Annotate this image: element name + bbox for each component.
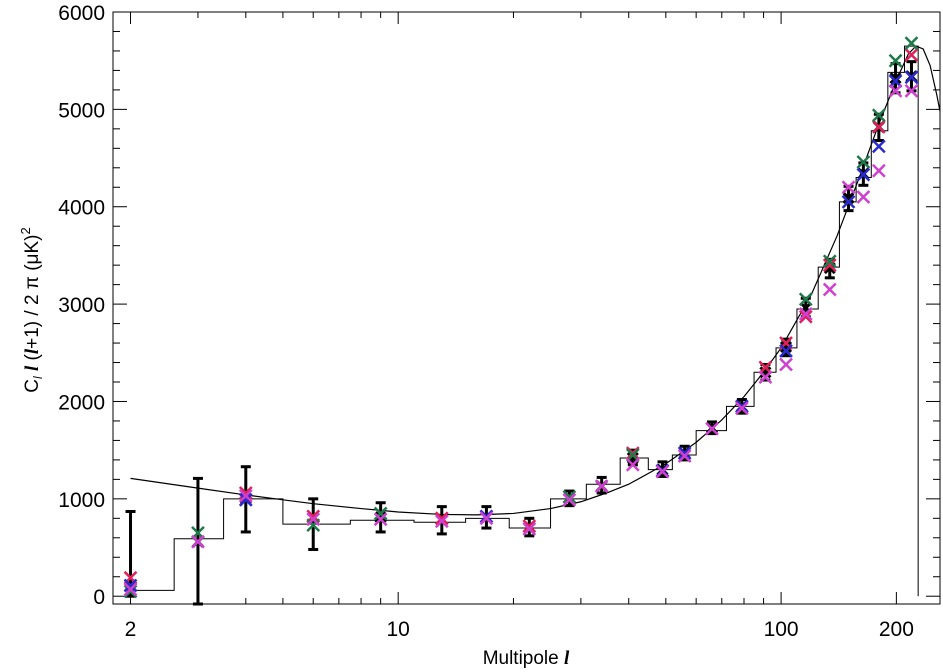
series-3-marker (779, 357, 793, 372)
series-3-marker (123, 582, 138, 597)
series-3-marker (522, 522, 537, 536)
series-3-marker (191, 534, 205, 549)
series-1-marker (871, 108, 886, 123)
series-2-marker (904, 70, 919, 85)
series-1-marker (888, 53, 903, 68)
y-axis: 0 1000 2000 3000 4000 5000 6000 (58, 2, 940, 609)
series-1-marker (562, 490, 577, 504)
series-2-marker (123, 578, 138, 593)
series-3-marker (735, 401, 749, 416)
series-0-marker (904, 47, 919, 62)
series-2-marker (779, 343, 793, 358)
series-2-marker (479, 509, 494, 524)
series-3-marker (798, 306, 813, 321)
y-tick-label: 1000 (58, 489, 105, 512)
data-point-marker (779, 340, 793, 354)
series-3-marker (871, 163, 886, 178)
y-tick-label: 4000 (58, 197, 105, 220)
series-3-marker (238, 489, 253, 503)
series-3-marker (904, 83, 919, 98)
series-3-marker (888, 83, 903, 98)
data-point-marker (889, 72, 902, 85)
series-0-marker (434, 511, 449, 526)
series-2-marker (677, 446, 692, 460)
series-3-marker (625, 457, 640, 472)
series-3-marker (758, 370, 773, 385)
series-3-marker (434, 514, 449, 529)
series-3-marker (373, 512, 388, 527)
x-tick-label: 100 (764, 618, 799, 641)
series-0-marker (871, 120, 886, 134)
y-tick-label: 5000 (58, 99, 105, 122)
series-1-marker (904, 36, 919, 51)
series-1-marker (123, 584, 138, 599)
data-point-marker (374, 511, 387, 524)
series-3-marker (841, 180, 856, 195)
series-2-marker (238, 492, 253, 507)
binned-histogram (130, 45, 919, 597)
series-3-marker (594, 479, 609, 494)
series-3-marker (655, 464, 670, 479)
series-1-marker (798, 292, 813, 307)
x-tick-label: 200 (879, 618, 914, 641)
series-2-marker (871, 139, 886, 154)
model-line (130, 45, 941, 516)
series-1-marker (306, 518, 321, 533)
y-tick-label: 3000 (58, 294, 105, 317)
series-markers (123, 36, 919, 599)
y-axis-title: Cl l (l+1) / 2 π (μK)2 (18, 227, 45, 392)
series-2-marker (735, 399, 749, 414)
series-3-marker (479, 511, 494, 526)
y-tick-label: 2000 (58, 391, 105, 414)
series-3-marker (562, 492, 577, 507)
series-1-marker (373, 506, 388, 521)
series-0-marker (522, 519, 537, 533)
plot-frame (112, 11, 941, 605)
error-bars (124, 60, 918, 606)
x-tick-label: 10 (386, 618, 409, 641)
series-0-marker (798, 309, 813, 324)
series-2-marker (856, 167, 871, 182)
series-3-marker (822, 282, 837, 297)
series-1-marker (822, 254, 837, 269)
y-tick-label: 6000 (58, 2, 105, 25)
x-axis-title: Multipole l (483, 648, 570, 669)
y-tick-label: 0 (93, 586, 105, 609)
series-3-marker (705, 421, 719, 436)
series-3-marker (677, 449, 692, 463)
series-3-marker (856, 190, 871, 204)
data-point-marker (759, 366, 772, 379)
series-1-marker (856, 155, 871, 169)
model-curve (130, 45, 941, 516)
data-point-marker (842, 191, 855, 205)
series-0-marker (822, 258, 837, 273)
x-tick-label: 2 (125, 618, 137, 641)
series-0-marker (625, 446, 640, 460)
series-3-marker (306, 512, 321, 527)
series-2-marker (841, 194, 856, 209)
x-axis: 2 10 100 200 (125, 12, 914, 641)
histogram-steps (130, 45, 919, 597)
